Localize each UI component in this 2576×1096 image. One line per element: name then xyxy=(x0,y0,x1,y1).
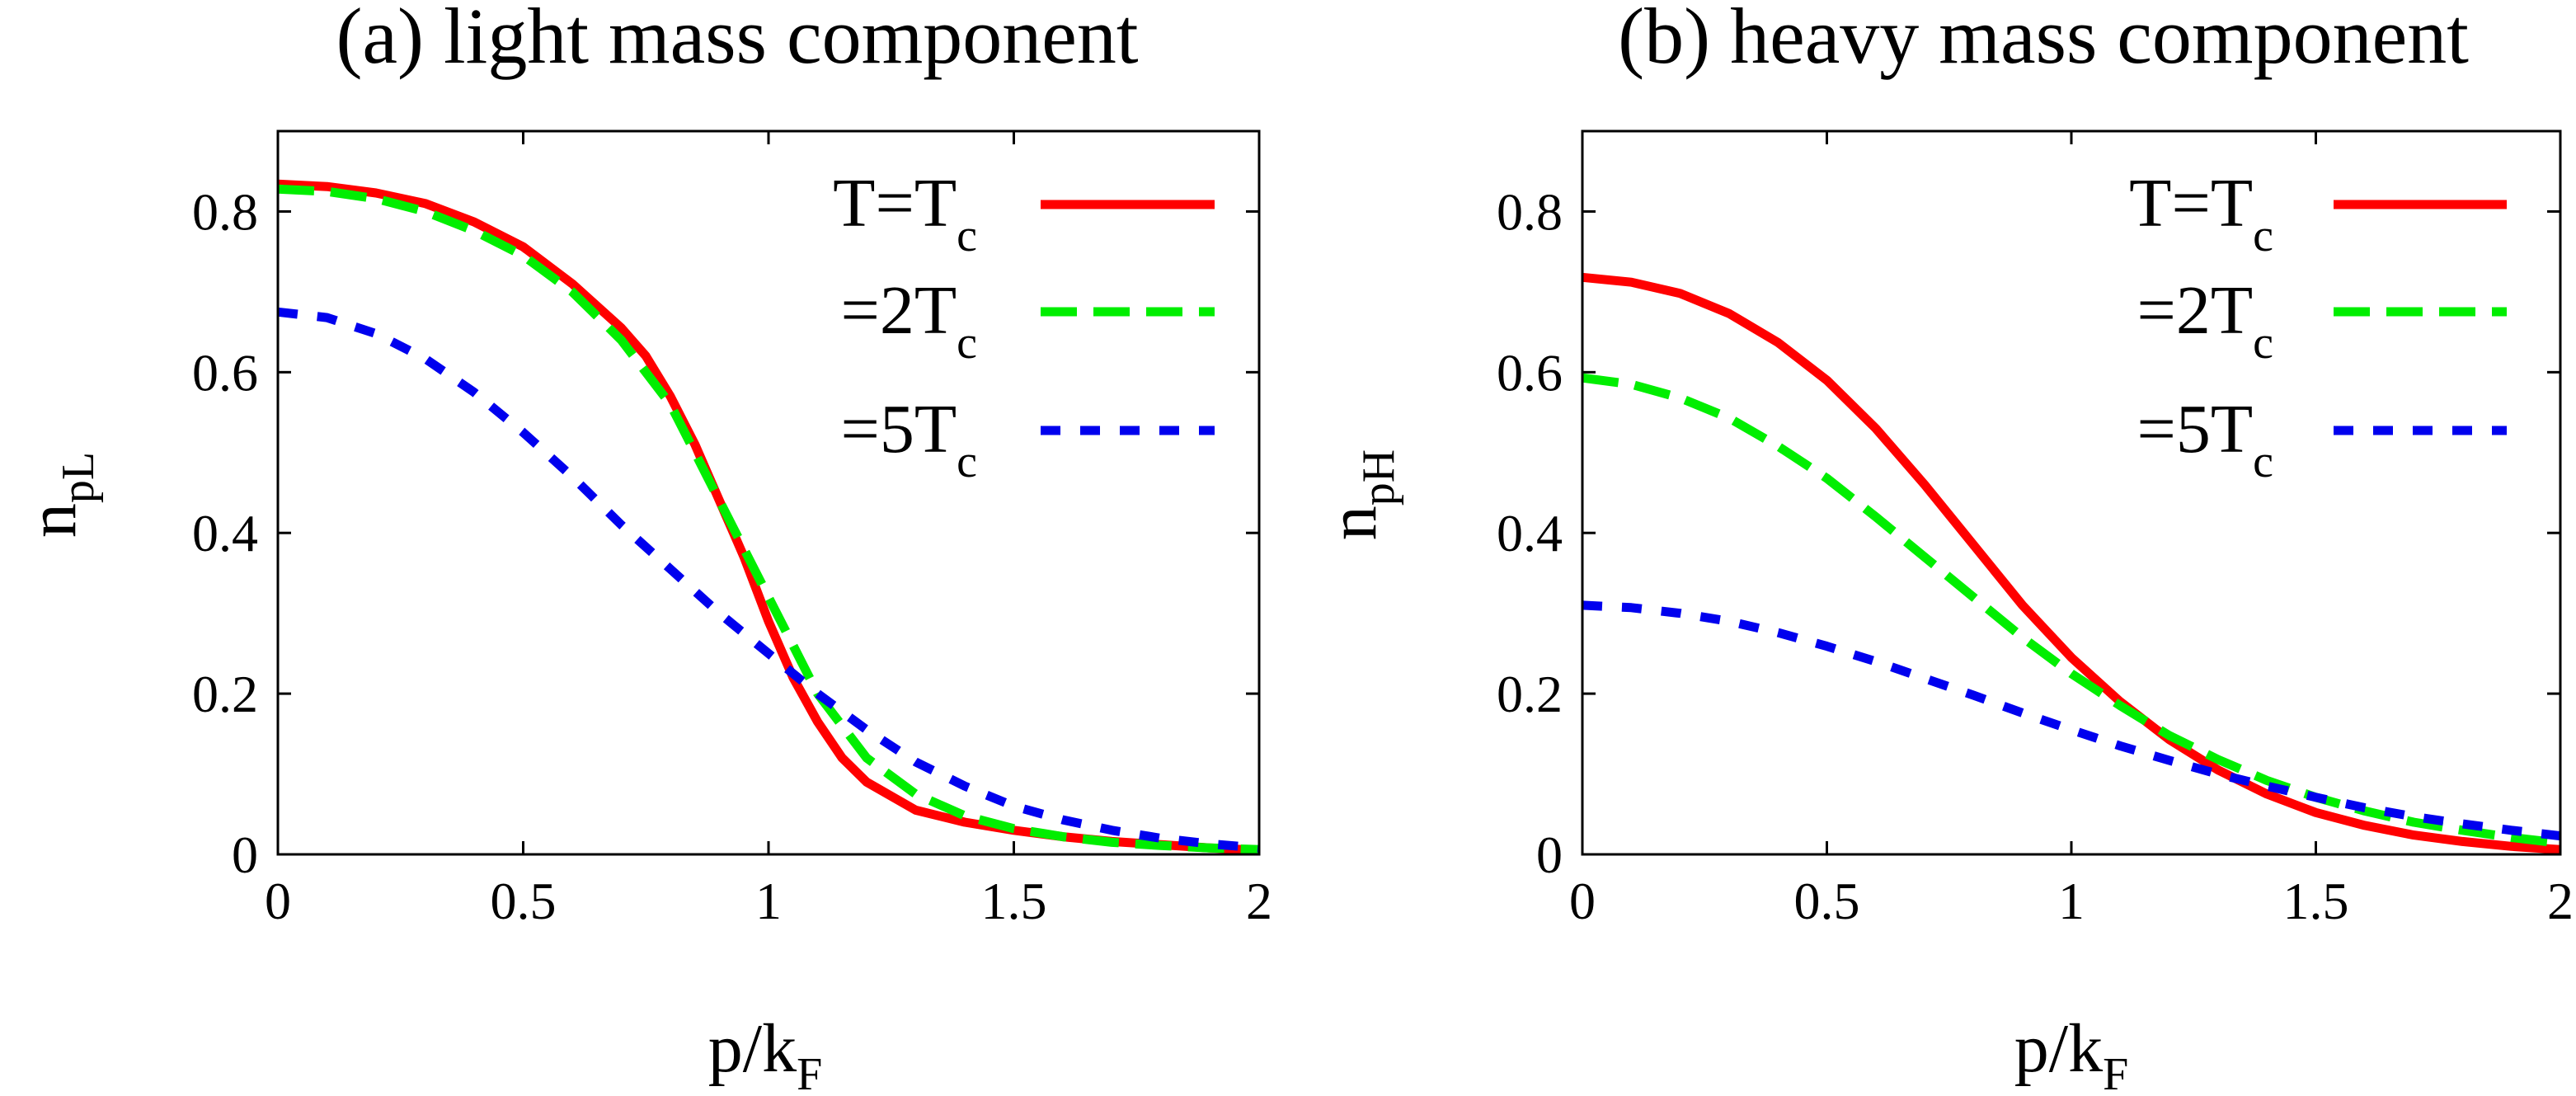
legend-label: =2Tc xyxy=(840,272,977,369)
chart-title: (b) heavy mass component xyxy=(1618,0,2469,80)
x-tick-label: 0.5 xyxy=(1794,872,1860,930)
x-tick-label: 2 xyxy=(2547,872,2574,930)
y-tick-label: 0.4 xyxy=(1497,504,1563,562)
y-tick-label: 0.8 xyxy=(1497,182,1563,241)
y-tick-label: 0.4 xyxy=(192,504,258,562)
y-tick-label: 0 xyxy=(232,826,258,884)
y-axis-label: npL xyxy=(14,452,104,538)
y-tick-label: 0.2 xyxy=(192,665,258,723)
axis-ticks: 0 0.5 1 1.5 2 0 0.2 0.4 0.6 0.8 xyxy=(192,131,1272,930)
x-axis-label: p/kF xyxy=(708,1010,823,1096)
legend-label: T=Tc xyxy=(2129,165,2273,261)
plot-area: 0 0.5 1 1.5 2 0 0.2 0.4 0.6 0.8 xyxy=(1497,129,2574,930)
legend-label: T=Tc xyxy=(833,165,977,261)
legend-label: =2Tc xyxy=(2136,272,2273,369)
y-tick-label: 0 xyxy=(1536,826,1563,884)
plot-frame xyxy=(276,129,1261,856)
x-tick-label: 0 xyxy=(1569,872,1596,930)
legend-label: =5Tc xyxy=(840,391,977,487)
y-tick-label: 0.8 xyxy=(192,182,258,241)
x-tick-label: 1 xyxy=(755,872,782,930)
x-tick-label: 0 xyxy=(265,872,291,930)
series-line-2 xyxy=(1582,373,2561,848)
series-layer xyxy=(277,179,1260,855)
x-tick-label: 1.5 xyxy=(981,872,1047,930)
x-tick-label: 1.5 xyxy=(2283,872,2349,930)
chart-panel-heavy-mass: (b) heavy mass component 0 0.5 1 1.5 2 0 0.2 0.… xyxy=(1314,0,2574,1096)
x-tick-label: 1 xyxy=(2058,872,2085,930)
plot-frame xyxy=(1581,129,2562,856)
axis-ticks: 0 0.5 1 1.5 2 0 0.2 0.4 0.6 0.8 xyxy=(1497,131,2574,930)
y-tick-label: 0.6 xyxy=(1497,343,1563,402)
series-line-1 xyxy=(277,179,1260,855)
x-tick-label: 2 xyxy=(1246,872,1272,930)
legend-label: =5Tc xyxy=(2136,391,2273,487)
x-tick-label: 0.5 xyxy=(491,872,557,930)
legend: T=Tc =2Tc =5Tc xyxy=(2129,165,2507,487)
series-line-3 xyxy=(1582,600,2561,841)
x-axis-label: p/kF xyxy=(2014,1010,2129,1096)
y-axis-label: npH xyxy=(1314,449,1404,540)
series-layer xyxy=(1582,272,2561,854)
chart-title: (a) light mass component xyxy=(336,0,1138,80)
series-line-1 xyxy=(1582,272,2561,854)
plot-area: 0 0.5 1 1.5 2 0 0.2 0.4 0.6 0.8 xyxy=(192,129,1272,930)
legend: T=Tc =2Tc =5Tc xyxy=(833,165,1215,487)
chart-panel-light-mass: (a) light mass component 0 0.5 1 1.5 2 0 0.2 0.… xyxy=(14,0,1272,1096)
y-tick-label: 0.6 xyxy=(192,343,258,402)
y-tick-label: 0.2 xyxy=(1497,665,1563,723)
series-line-3 xyxy=(277,307,1260,853)
series-line-2 xyxy=(277,184,1260,854)
